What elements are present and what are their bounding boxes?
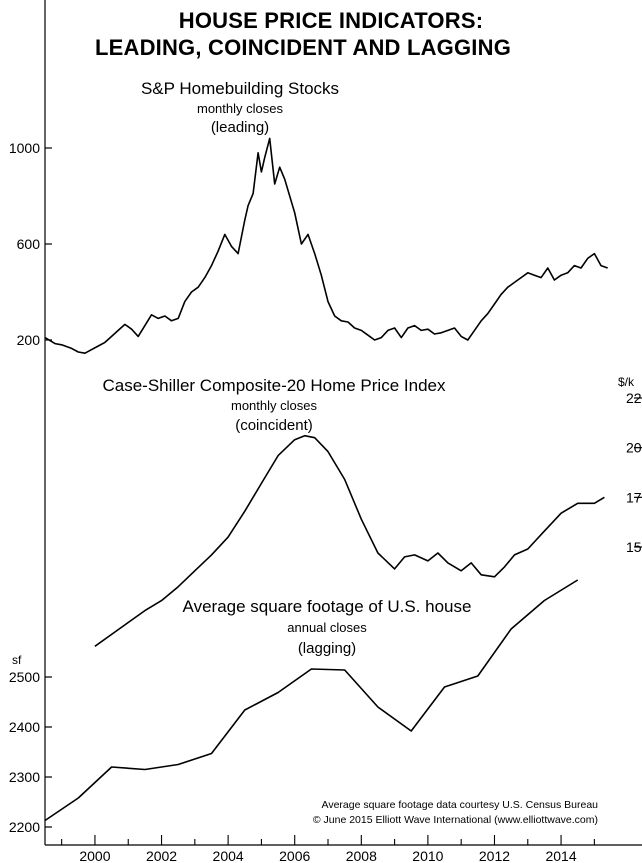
panel2-note: (coincident) (235, 417, 313, 434)
x-axis: 2000 2002 2004 2006 2008 2010 2012 2014 (61, 835, 595, 863)
series-line-panel2 (94, 434, 605, 647)
panel1-title: S&P Homebuilding Stocks (141, 79, 339, 98)
panel2-ytick-label: 1750 (626, 489, 642, 505)
x-tick-label: 2010 (412, 848, 443, 863)
panel1-ytick-label: 1000 (9, 140, 40, 156)
chart-title-line1: HOUSE PRICE INDICATORS: (179, 8, 483, 33)
panel1-ytick-label: 200 (17, 332, 41, 348)
x-tick-label: 2006 (279, 848, 310, 863)
x-tick-label: 2014 (545, 848, 576, 863)
panel3-ytick-label: 2500 (9, 669, 40, 685)
panel2-title: Case-Shiller Composite-20 Home Price Ind… (103, 376, 446, 395)
panel3-note: (lagging) (298, 640, 356, 657)
panel3-title: Average square footage of U.S. house (183, 597, 472, 616)
x-tick-label: 2002 (146, 848, 177, 863)
credit-line1: Average square footage data courtesy U.S… (322, 799, 599, 811)
panel1-ytick-label: 600 (17, 236, 41, 252)
x-tick-label: 2012 (479, 848, 510, 863)
series-line-panel1 (44, 137, 608, 354)
panel3-ytick-label: 2400 (9, 719, 40, 735)
panel3-unit-label: sf (12, 653, 22, 667)
panel2-ytick-label: 1500 (626, 539, 642, 555)
chart-title-line2: LEADING, COINCIDENT AND LAGGING (95, 35, 511, 60)
x-tick-label: 2000 (79, 848, 110, 863)
panel1-note: (leading) (211, 119, 269, 136)
panel3-ytick-label: 2300 (9, 769, 40, 785)
credit-line2: © June 2015 Elliott Wave International (… (313, 814, 598, 826)
series-line-panel3 (44, 579, 579, 822)
series-layer (44, 137, 608, 822)
panel3-subtitle: annual closes (287, 620, 367, 635)
panel3-ytick-label: 2200 (9, 819, 40, 835)
panel2-ytick-label: 2000 (626, 440, 642, 456)
panel2-subtitle: monthly closes (231, 398, 317, 413)
panel1-subtitle: monthly closes (197, 101, 283, 116)
panel2-unit-label: $/k (618, 375, 635, 389)
panel3-y-axis: 2200 2300 2400 2500 (9, 669, 52, 835)
x-tick-label: 2008 (346, 848, 377, 863)
x-tick-label: 2004 (213, 848, 244, 863)
panel2-y-axis: 1500 1750 2000 2250 (626, 390, 642, 555)
panel1-y-axis: 200 600 1000 (9, 140, 52, 348)
panel2-ytick-label: 2250 (626, 390, 642, 406)
